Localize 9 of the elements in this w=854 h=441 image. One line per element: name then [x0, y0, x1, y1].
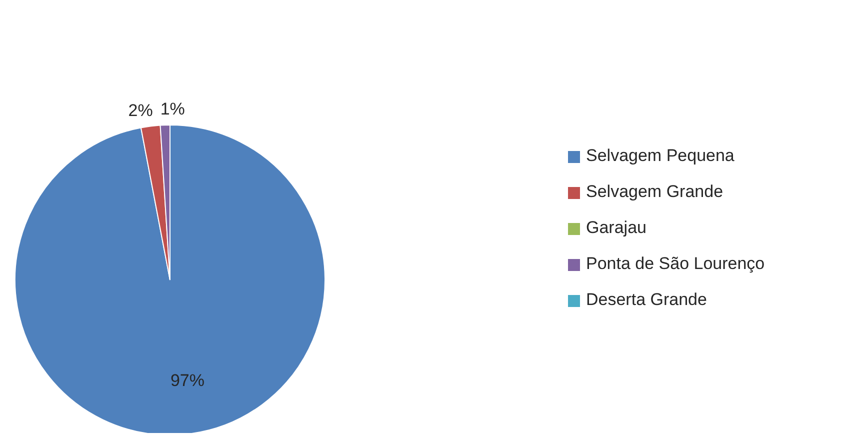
legend-label: Deserta Grande	[586, 290, 707, 309]
data-label: 97%	[170, 370, 204, 390]
legend-label: Selvagem Grande	[586, 182, 724, 201]
data-label: 2%	[128, 100, 153, 120]
legend-label: Selvagem Pequena	[586, 146, 734, 165]
pie-slice	[14, 124, 326, 433]
legend-label: Garajau	[586, 218, 646, 237]
legend-label: Ponta de São Lourenço	[586, 254, 765, 273]
data-label: 1%	[160, 100, 185, 119]
